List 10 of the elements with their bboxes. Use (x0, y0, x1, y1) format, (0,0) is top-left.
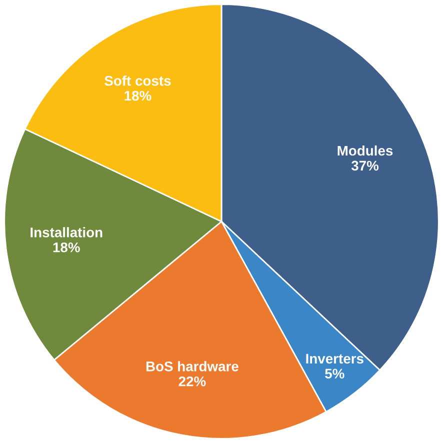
slice-label: Installation (30, 227, 102, 238)
data-label: 18% (124, 90, 152, 101)
data-label: 22% (178, 376, 206, 386)
data-label: 37% (351, 160, 379, 171)
slice-label: Soft costs (104, 76, 171, 86)
data-label: 18% (53, 242, 80, 252)
slice-label: Modules (338, 145, 393, 156)
data-label: 5% (325, 368, 344, 379)
slice-label: BoS hardware (146, 361, 238, 372)
slice-label: Inverters (306, 354, 364, 364)
